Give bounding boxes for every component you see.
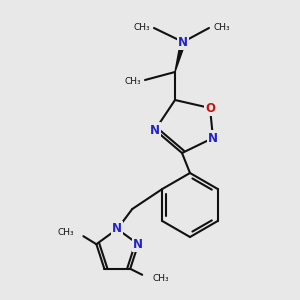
- Text: N: N: [178, 35, 188, 49]
- Text: CH₃: CH₃: [58, 228, 74, 237]
- Text: N: N: [150, 124, 160, 136]
- Text: CH₃: CH₃: [152, 274, 169, 283]
- Text: N: N: [208, 131, 218, 145]
- Text: CH₃: CH₃: [124, 77, 141, 86]
- Text: N: N: [112, 223, 122, 236]
- Text: CH₃: CH₃: [213, 23, 230, 32]
- Text: N: N: [133, 238, 143, 251]
- Text: O: O: [205, 101, 215, 115]
- Polygon shape: [175, 41, 185, 72]
- Text: CH₃: CH₃: [134, 23, 150, 32]
